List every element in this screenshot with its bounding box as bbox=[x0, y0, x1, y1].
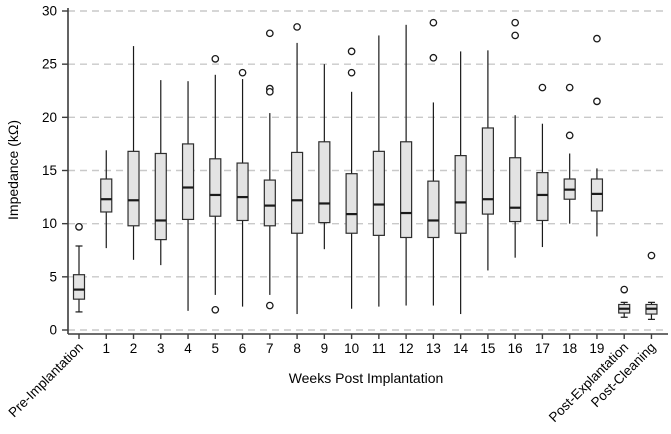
iqr-box bbox=[509, 157, 522, 223]
outlier-point bbox=[511, 31, 520, 40]
outlier-point bbox=[265, 29, 274, 38]
box-10 bbox=[345, 47, 358, 309]
x-tick-label-week-8: 8 bbox=[293, 341, 301, 356]
box-19 bbox=[590, 34, 604, 237]
box-16 bbox=[509, 18, 522, 258]
y-tick-label: 30 bbox=[42, 4, 57, 19]
iqr-box bbox=[372, 150, 385, 236]
iqr-box bbox=[209, 158, 222, 217]
x-tick-label-week-7: 7 bbox=[266, 341, 274, 356]
iqr-box bbox=[427, 180, 440, 239]
outlier-point bbox=[647, 251, 656, 260]
x-tick-label-week-11: 11 bbox=[372, 341, 386, 356]
outlier-point bbox=[429, 18, 438, 27]
box-6 bbox=[236, 68, 249, 307]
outlier-point bbox=[211, 305, 220, 314]
y-tick-label: 15 bbox=[42, 163, 57, 178]
x-axis-title: Weeks Post Implantation bbox=[289, 370, 444, 386]
iqr-box bbox=[345, 173, 358, 234]
iqr-box bbox=[72, 274, 86, 300]
x-tick-label-week-4: 4 bbox=[184, 341, 192, 356]
x-tick-label-week-9: 9 bbox=[321, 341, 329, 356]
x-tick-label-week-19: 19 bbox=[589, 341, 604, 356]
x-tick-label-week-6: 6 bbox=[239, 341, 247, 356]
x-tick-label-week-13: 13 bbox=[426, 341, 441, 356]
box-12 bbox=[400, 24, 413, 306]
box-15 bbox=[481, 50, 494, 271]
y-tick-label: 5 bbox=[49, 269, 57, 284]
outlier-point bbox=[211, 54, 220, 63]
outlier-point bbox=[238, 68, 247, 77]
iqr-box bbox=[154, 152, 167, 241]
outlier-point bbox=[293, 23, 301, 31]
outlier-point bbox=[593, 97, 601, 106]
y-tick-label: 10 bbox=[42, 216, 57, 231]
iqr-box bbox=[400, 141, 413, 239]
axes bbox=[62, 8, 668, 339]
box-13 bbox=[427, 18, 440, 306]
box-2 bbox=[127, 46, 140, 260]
outlier-point bbox=[75, 223, 83, 231]
outlier-point bbox=[565, 131, 574, 140]
x-tick-label-week-3: 3 bbox=[157, 341, 165, 356]
box-7 bbox=[263, 29, 276, 310]
x-tick-label-week-18: 18 bbox=[562, 341, 577, 356]
boxes bbox=[72, 18, 658, 320]
iqr-box bbox=[318, 141, 331, 224]
box-3 bbox=[154, 80, 167, 266]
x-tick-label-week-14: 14 bbox=[453, 341, 469, 356]
outlier-point bbox=[429, 53, 438, 62]
x-tick-label-week-2: 2 bbox=[130, 341, 138, 356]
iqr-box bbox=[127, 150, 140, 227]
box-post-cleaning bbox=[645, 251, 658, 320]
y-axis-title: Impedance (kΩ) bbox=[5, 120, 21, 220]
box-pre-implantation bbox=[72, 223, 86, 313]
outlier-point bbox=[593, 34, 601, 43]
x-tick-label-week-12: 12 bbox=[399, 341, 414, 356]
box-11 bbox=[372, 35, 385, 307]
iqr-box bbox=[181, 143, 195, 221]
y-tick-labels: 0 5 10 15 20 25 30 bbox=[42, 4, 57, 338]
iqr-box bbox=[100, 178, 113, 213]
outlier-point bbox=[265, 87, 274, 96]
x-tick-label-week-15: 15 bbox=[480, 341, 495, 356]
y-tick-label: 20 bbox=[42, 110, 57, 125]
outlier-point bbox=[565, 83, 574, 92]
x-tick-label-week-5: 5 bbox=[212, 341, 220, 356]
outlier-point bbox=[347, 68, 356, 77]
iqr-box bbox=[454, 155, 467, 234]
iqr-box bbox=[290, 151, 304, 234]
box-1 bbox=[100, 150, 113, 249]
y-tick-label: 0 bbox=[49, 323, 57, 338]
box-9 bbox=[318, 64, 331, 250]
box-5 bbox=[209, 54, 222, 314]
x-tick-label-week-10: 10 bbox=[344, 341, 359, 356]
box-14 bbox=[454, 51, 467, 315]
outlier-point bbox=[347, 47, 356, 56]
outlier-point bbox=[265, 301, 274, 310]
iqr-box bbox=[263, 179, 276, 227]
x-tick-label-pre-implantation: Pre-Implantation bbox=[5, 340, 86, 421]
iqr-box bbox=[236, 162, 249, 222]
iqr-box bbox=[481, 127, 494, 215]
box-post-explantation bbox=[618, 285, 631, 318]
y-tick-label: 25 bbox=[42, 57, 57, 72]
gridlines bbox=[68, 10, 666, 331]
outlier-point bbox=[538, 83, 547, 92]
x-tick-label-week-1: 1 bbox=[103, 341, 111, 356]
outlier-point bbox=[620, 285, 629, 294]
box-4 bbox=[181, 81, 195, 311]
box-18 bbox=[563, 83, 576, 224]
iqr-box bbox=[536, 172, 549, 222]
box-17 bbox=[536, 83, 549, 248]
x-tick-label-week-17: 17 bbox=[535, 341, 550, 356]
outlier-point bbox=[511, 18, 520, 27]
box-8 bbox=[290, 23, 304, 315]
x-tick-label-week-16: 16 bbox=[508, 341, 523, 356]
